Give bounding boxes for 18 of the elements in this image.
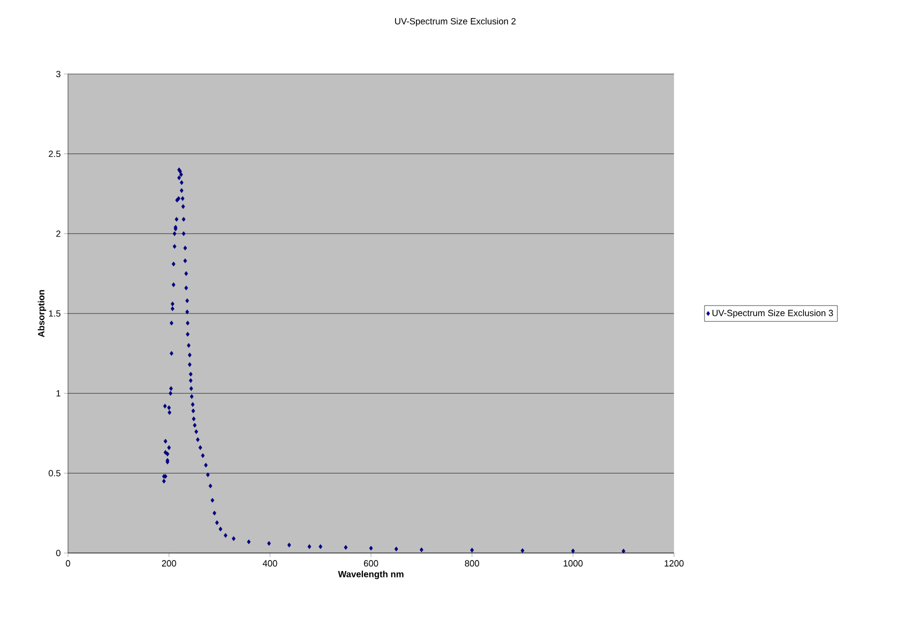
y-tick-label: 2 xyxy=(56,230,60,237)
x-tick-label: 800 xyxy=(464,560,480,567)
x-tick-label: 0 xyxy=(66,560,70,567)
legend-label: UV-Spectrum Size Exclusion 3 xyxy=(712,310,833,318)
x-tick-label: 600 xyxy=(364,560,378,567)
x-tick-label: 400 xyxy=(262,560,278,567)
x-tick-label: 1000 xyxy=(564,560,583,567)
x-tick-label: 200 xyxy=(162,560,176,567)
y-tick-label: 3 xyxy=(56,70,60,78)
x-tick-label: 1200 xyxy=(664,560,684,567)
y-tick-label: 1.5 xyxy=(49,310,60,317)
y-tick-label: 0.5 xyxy=(48,470,60,476)
y-tick-label: 2.5 xyxy=(48,150,60,158)
y-tick-label: 0 xyxy=(56,550,60,556)
chart-title: UV-Spectrum Size Exclusion 2 xyxy=(395,18,516,26)
x-axis-title: Wavelength nm xyxy=(338,570,404,580)
y-tick-label: 1 xyxy=(56,390,60,396)
y-axis-title: Absorption xyxy=(38,290,46,338)
